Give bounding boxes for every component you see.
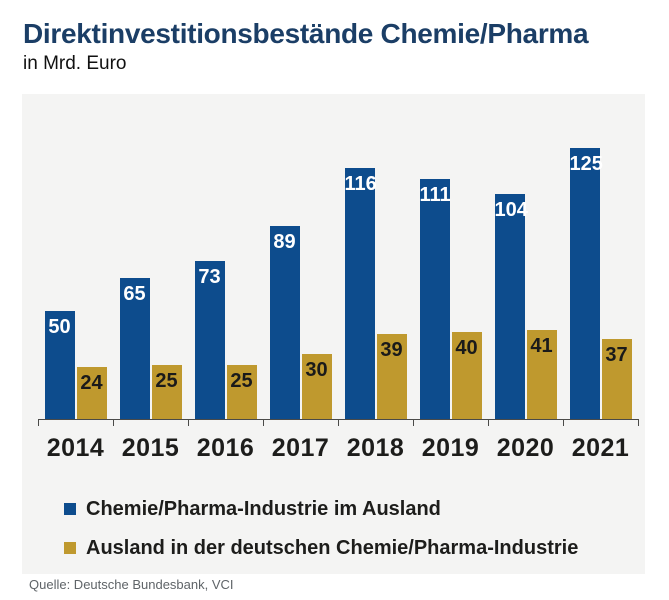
bar-blue: 125 bbox=[569, 148, 603, 419]
axis-tick bbox=[38, 420, 39, 426]
axis-tick bbox=[488, 420, 489, 426]
bar-blue: 116 bbox=[344, 168, 377, 419]
axis-tick bbox=[563, 420, 564, 426]
bar-value-label: 30 bbox=[305, 359, 328, 381]
bar-value-label: 25 bbox=[155, 370, 178, 392]
axis-tick bbox=[338, 420, 339, 426]
page-title: Direktinvestitionsbestände Chemie/Pharma bbox=[23, 18, 589, 49]
bar-chart-plot-area: 50 24 65 25 73 25 89 30 116 39 111 40 104 41 125 37 bbox=[38, 94, 638, 419]
axis-tick bbox=[188, 420, 189, 426]
bar-group: 73 25 bbox=[188, 94, 263, 419]
axis-tick bbox=[413, 420, 414, 426]
bar-value-label: 65 bbox=[123, 283, 146, 305]
x-axis-label: 2014 bbox=[46, 434, 105, 462]
bar-blue: 73 bbox=[194, 261, 225, 419]
bar-group: 104 41 bbox=[488, 94, 563, 419]
bar-gold: 37 bbox=[601, 339, 632, 419]
x-axis-line bbox=[38, 419, 639, 420]
chart-panel: 50 24 65 25 73 25 89 30 116 39 111 40 104 41 125 37 201… bbox=[22, 94, 645, 574]
x-axis-label: 2015 bbox=[121, 434, 180, 462]
bar-value-label: 89 bbox=[273, 231, 296, 253]
bar-value-label: 41 bbox=[530, 335, 553, 357]
bar-gold: 39 bbox=[376, 334, 407, 419]
bar-group: 111 40 bbox=[413, 94, 488, 419]
bar-gold: 41 bbox=[526, 330, 557, 419]
axis-tick bbox=[113, 420, 114, 426]
bar-value-label: 50 bbox=[48, 316, 71, 338]
bar-gold: 40 bbox=[451, 332, 482, 419]
legend-item: Ausland in der deutschen Chemie/Pharma-I… bbox=[64, 537, 578, 559]
bar-blue: 89 bbox=[269, 226, 300, 419]
chart-legend: Chemie/Pharma-Industrie im Ausland Auslan… bbox=[64, 498, 578, 559]
x-axis-label: 2019 bbox=[421, 434, 480, 462]
bar-gold: 25 bbox=[151, 365, 182, 419]
source-note: Quelle: Deutsche Bundesbank, VCI bbox=[29, 577, 234, 592]
x-axis-label: 2016 bbox=[196, 434, 255, 462]
axis-tick bbox=[263, 420, 264, 426]
bar-value-label: 24 bbox=[80, 372, 103, 394]
bar-group: 125 37 bbox=[563, 94, 638, 419]
bar-blue: 65 bbox=[119, 278, 150, 419]
x-axis-label: 2017 bbox=[271, 434, 330, 462]
bar-group: 116 39 bbox=[338, 94, 413, 419]
legend-marker-blue-icon bbox=[64, 503, 76, 515]
legend-marker-gold-icon bbox=[64, 542, 76, 554]
bar-value-label: 40 bbox=[455, 337, 478, 359]
x-axis-label: 2021 bbox=[571, 434, 630, 462]
bar-gold: 30 bbox=[301, 354, 332, 419]
bar-value-label: 125 bbox=[569, 153, 603, 175]
bar-group: 65 25 bbox=[113, 94, 188, 419]
bar-group: 50 24 bbox=[38, 94, 113, 419]
legend-label: Ausland in der deutschen Chemie/Pharma-I… bbox=[86, 536, 579, 559]
bar-value-label: 104 bbox=[494, 199, 528, 221]
bar-value-label: 37 bbox=[605, 344, 628, 366]
bar-value-label: 116 bbox=[344, 173, 377, 195]
page-subtitle: in Mrd. Euro bbox=[23, 53, 127, 74]
bar-value-label: 111 bbox=[419, 184, 451, 206]
bar-value-label: 39 bbox=[380, 339, 403, 361]
x-axis-label: 2018 bbox=[346, 434, 405, 462]
bar-blue: 104 bbox=[494, 194, 528, 419]
axis-tick bbox=[638, 420, 639, 426]
bar-blue: 111 bbox=[419, 179, 451, 419]
legend-label: Chemie/Pharma-Industrie im Ausland bbox=[86, 497, 441, 520]
bar-group: 89 30 bbox=[263, 94, 338, 419]
x-axis-label: 2020 bbox=[496, 434, 555, 462]
bar-gold: 24 bbox=[76, 367, 107, 419]
bar-blue: 50 bbox=[44, 311, 75, 419]
legend-item: Chemie/Pharma-Industrie im Ausland bbox=[64, 498, 578, 520]
bar-value-label: 73 bbox=[198, 266, 221, 288]
bar-gold: 25 bbox=[226, 365, 257, 419]
bar-value-label: 25 bbox=[230, 370, 253, 392]
x-axis-labels: 2014 2015 2016 2017 2018 2019 2020 2021 bbox=[38, 434, 638, 463]
